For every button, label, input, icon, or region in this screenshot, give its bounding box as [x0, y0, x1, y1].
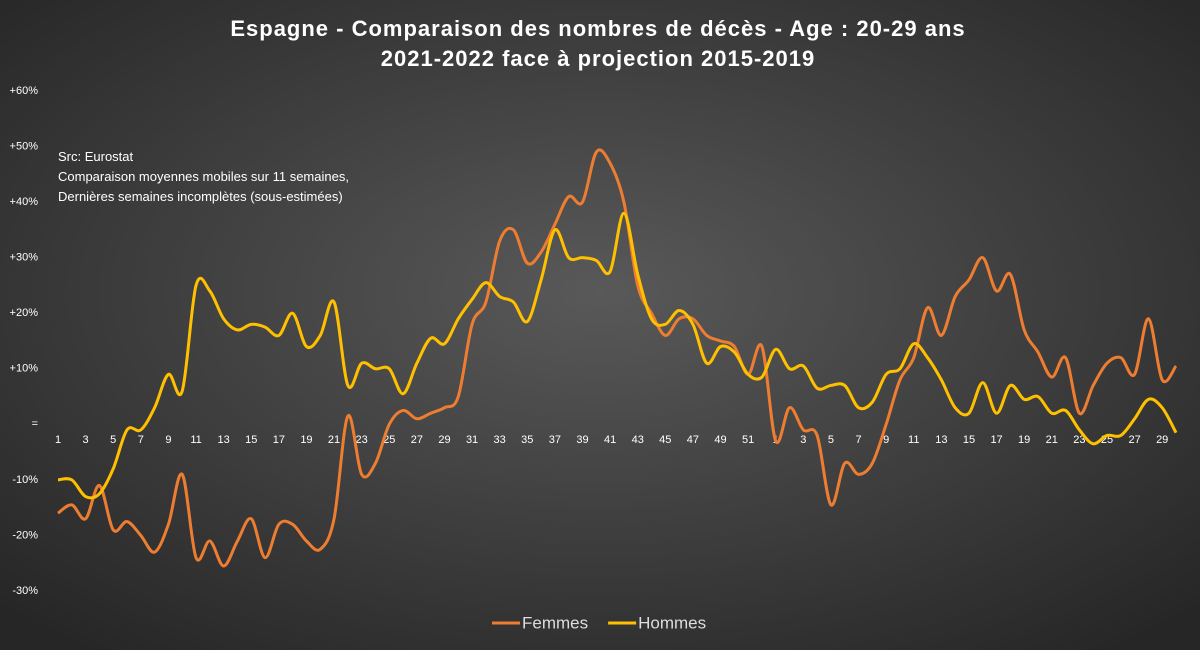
- x-tick-label: 5: [110, 434, 116, 446]
- y-tick-label: +10%: [10, 363, 39, 375]
- x-tick-label: 11: [190, 434, 201, 446]
- chart-subtitle: 2021-2022 face à projection 2015-2019: [381, 46, 815, 71]
- x-tick-label: 25: [383, 434, 395, 446]
- x-tick-label: 19: [300, 434, 312, 446]
- y-tick-label: -20%: [12, 529, 38, 541]
- x-tick-label: 11: [908, 434, 919, 446]
- x-tick-label: 9: [165, 434, 171, 446]
- legend-label: Hommes: [638, 613, 706, 632]
- x-tick-label: 15: [245, 434, 257, 446]
- x-tick-label: 45: [659, 434, 671, 446]
- x-tick-label: 23: [356, 434, 368, 446]
- y-tick-label: +40%: [10, 196, 39, 208]
- x-tick-label: 19: [1018, 434, 1030, 446]
- legend-label: Femmes: [522, 613, 588, 632]
- x-tick-label: 49: [714, 434, 726, 446]
- x-tick-label: 29: [438, 434, 450, 446]
- x-tick-label: 27: [411, 434, 423, 446]
- y-tick-label: +30%: [10, 252, 39, 264]
- x-tick-label: 51: [742, 434, 754, 446]
- x-tick-label: 13: [218, 434, 230, 446]
- x-tick-label: 7: [855, 434, 861, 446]
- x-tick-label: 29: [1156, 434, 1168, 446]
- x-tick-label: 9: [883, 434, 889, 446]
- x-tick-label: 17: [990, 434, 1002, 446]
- x-tick-label: 39: [576, 434, 588, 446]
- x-tick-label: 15: [963, 434, 975, 446]
- x-tick-label: 47: [687, 434, 699, 446]
- x-tick-label: 21: [328, 434, 340, 446]
- annotation: Dernières semaines incomplètes (sous-est…: [58, 189, 343, 204]
- chart-title: Espagne - Comparaison des nombres de déc…: [230, 16, 965, 41]
- x-tick-label: 41: [604, 434, 616, 446]
- x-tick-label: 43: [632, 434, 644, 446]
- x-tick-label: 3: [83, 434, 89, 446]
- y-tick-label: +20%: [10, 307, 39, 319]
- line-series: [57, 148, 1178, 568]
- x-tick-label: 37: [549, 434, 561, 446]
- x-tick-label: 13: [935, 434, 947, 446]
- x-tick-label: 5: [828, 434, 834, 446]
- x-tick-label: 1: [55, 434, 61, 446]
- x-tick-label: 7: [138, 434, 144, 446]
- y-tick-label: -30%: [12, 585, 38, 597]
- y-tick-label: =: [32, 418, 38, 430]
- annotation: Comparaison moyennes mobiles sur 11 sema…: [58, 169, 349, 184]
- y-tick-label: +50%: [10, 140, 39, 152]
- x-tick-label: 17: [273, 434, 285, 446]
- x-tick-label: 31: [466, 434, 478, 446]
- line-series: [57, 211, 1178, 500]
- y-tick-label: +60%: [10, 85, 39, 97]
- x-tick-label: 35: [521, 434, 533, 446]
- x-tick-label: 21: [1046, 434, 1058, 446]
- x-tick-label: 33: [494, 434, 506, 446]
- y-tick-label: -10%: [12, 474, 38, 486]
- x-tick-label: 27: [1128, 434, 1140, 446]
- x-tick-label: 3: [800, 434, 806, 446]
- annotation: Src: Eurostat: [58, 149, 134, 164]
- x-tick-label: 23: [1073, 434, 1085, 446]
